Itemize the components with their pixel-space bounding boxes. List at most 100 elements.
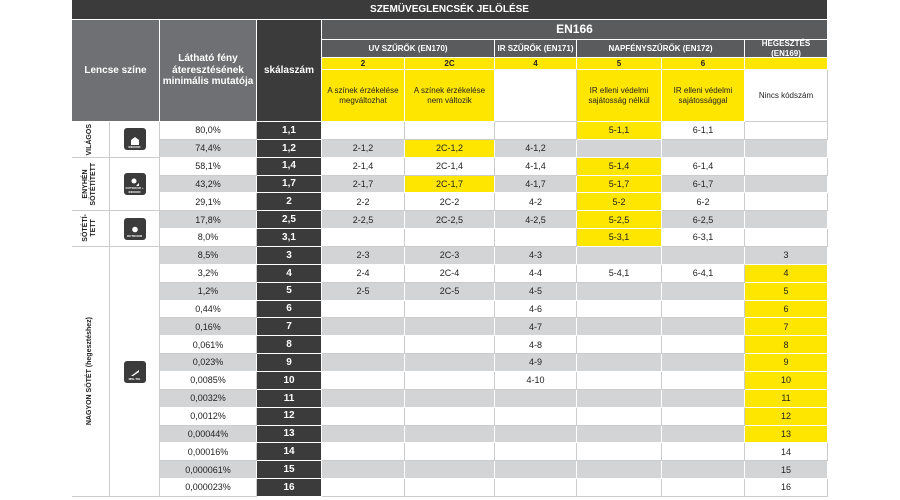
filter-mark	[577, 372, 662, 390]
filter-description: A színek érzékelése nem változik	[405, 70, 495, 122]
transmittance: 74,4%	[160, 139, 257, 158]
icon: OUTDOOR + INDOOR	[123, 172, 146, 195]
transmittance: 0,44%	[160, 300, 257, 319]
filter-mark: 2-5	[322, 282, 405, 301]
transmittance: 8,5%	[160, 247, 257, 265]
filter-mark	[662, 318, 745, 337]
filter-mark	[662, 282, 745, 301]
filter-mark	[662, 354, 745, 372]
filter-mark: 4-3	[495, 247, 577, 265]
filter-mark: 6-2	[662, 193, 745, 212]
transmittance: 0,000061%	[160, 461, 257, 480]
filter-mark: 5-1,7	[577, 175, 662, 194]
filter-mark: 4-1,2	[495, 139, 577, 158]
scale-number: 1,1	[257, 122, 322, 140]
category-label: NAGYON SÖTÉT (hegesztéshez)	[72, 247, 110, 497]
filter-mark: 2-2	[322, 193, 405, 212]
scale-number: 12	[257, 407, 322, 426]
scale-number: 8	[257, 336, 322, 355]
filter-mark: 2-1,2	[322, 139, 405, 158]
filter-mark	[495, 122, 577, 140]
filter-mark	[322, 336, 405, 355]
filter-mark	[577, 389, 662, 408]
filter-mark: 9	[745, 354, 828, 372]
scale-number: 2	[257, 193, 322, 212]
filter-code: 2	[322, 58, 405, 70]
filter-mark: 15	[745, 461, 828, 480]
category-label: SÖTÉTÍ-TETT	[72, 211, 110, 247]
scale-number: 15	[257, 461, 322, 480]
filter-mark: 8	[745, 336, 828, 355]
filter-mark	[322, 443, 405, 462]
filter-mark: 2C-1,7	[405, 175, 495, 194]
group-header: NAPFÉNYSZŰRŐK (EN172)	[577, 40, 745, 58]
filter-mark: 2C-2,5	[405, 211, 495, 230]
filter-mark	[577, 407, 662, 426]
filter-mark: 7	[745, 318, 828, 337]
filter-mark	[745, 175, 828, 194]
filter-mark	[495, 425, 577, 444]
scale-number: 1,4	[257, 157, 322, 176]
filter-mark	[745, 193, 828, 212]
scale-number: 16	[257, 479, 322, 497]
transmittance: 0,000023%	[160, 479, 257, 497]
category-label-text: ENYHÉN SÖTÉTÍTETT	[82, 162, 98, 206]
filter-mark	[405, 389, 495, 408]
transmittance: 0,00044%	[160, 425, 257, 444]
category-icon: OUTDOOR + INDOOR	[110, 157, 160, 212]
category-label-text: VILÁGOS	[86, 123, 94, 156]
filter-mark	[322, 318, 405, 337]
filter-mark: 4-1,4	[495, 157, 577, 176]
filter-mark: 2C-3	[405, 247, 495, 265]
filter-mark	[495, 407, 577, 426]
filter-mark: 4-9	[495, 354, 577, 372]
scale-number: 11	[257, 389, 322, 408]
filter-mark	[322, 407, 405, 426]
filter-mark	[577, 300, 662, 319]
filter-mark	[322, 479, 405, 497]
icon-label: OUTDOOR	[126, 234, 143, 239]
filter-mark: 2C-4	[405, 264, 495, 283]
transmittance: 0,0085%	[160, 372, 257, 390]
column-header: Lencse színe	[72, 20, 160, 122]
filter-mark	[405, 407, 495, 426]
column-header: skálaszám	[257, 20, 322, 122]
filter-mark	[662, 425, 745, 444]
scale-number: 9	[257, 354, 322, 372]
filter-mark: 5-4,1	[577, 264, 662, 283]
category-label-text: SÖTÉTÍ-TETT	[82, 214, 98, 243]
filter-description: Nincs kódszám	[745, 70, 828, 122]
filter-mark	[577, 318, 662, 337]
filter-mark	[577, 282, 662, 301]
filter-mark	[577, 425, 662, 444]
filter-mark: 4-5	[495, 282, 577, 301]
filter-mark: 2-1,4	[322, 157, 405, 176]
transmittance: 17,8%	[160, 211, 257, 230]
filter-mark	[745, 122, 828, 140]
scale-number: 7	[257, 318, 322, 337]
filter-mark	[577, 247, 662, 265]
scale-number: 1,2	[257, 139, 322, 158]
filter-mark	[577, 461, 662, 480]
filter-code: 4	[495, 58, 577, 70]
transmittance: 1,2%	[160, 282, 257, 301]
filter-mark	[745, 229, 828, 247]
filter-mark: 6-1,1	[662, 122, 745, 140]
filter-mark	[662, 461, 745, 480]
filter-mark	[745, 211, 828, 230]
filter-mark: 5-3,1	[577, 229, 662, 247]
filter-mark	[405, 461, 495, 480]
filter-code	[745, 58, 828, 70]
scale-number: 10	[257, 372, 322, 390]
filter-mark: 4	[745, 264, 828, 283]
filter-mark	[662, 407, 745, 426]
filter-mark	[745, 157, 828, 176]
filter-description: A színek érzékelése megváltozhat	[322, 70, 405, 122]
filter-mark	[405, 479, 495, 497]
filter-mark: 2C-2	[405, 193, 495, 212]
filter-mark	[405, 354, 495, 372]
filter-mark: 6-2,5	[662, 211, 745, 230]
filter-mark	[405, 229, 495, 247]
icon: MIG-TIG	[123, 360, 146, 383]
